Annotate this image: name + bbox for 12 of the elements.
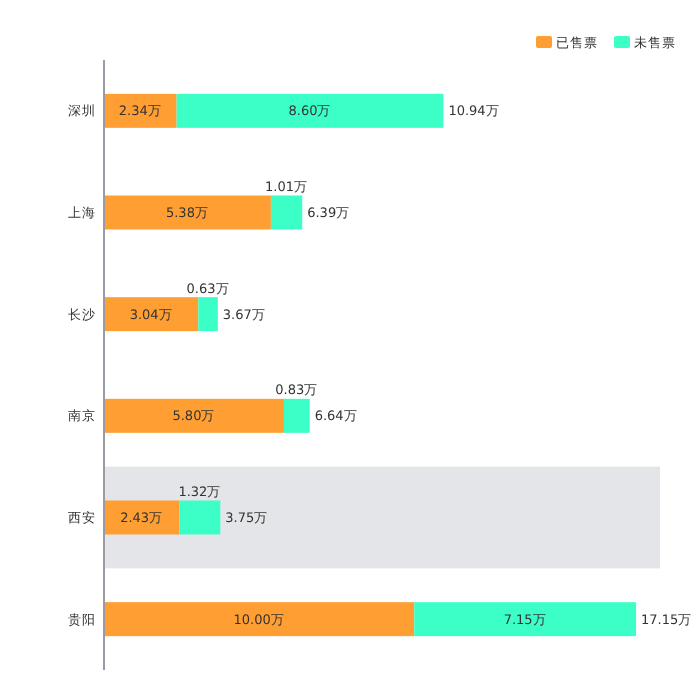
bar xyxy=(283,398,310,433)
bar xyxy=(270,195,303,230)
bar xyxy=(104,93,177,128)
bar xyxy=(198,297,218,332)
bar xyxy=(176,93,444,128)
bar xyxy=(104,297,199,332)
bar xyxy=(104,602,415,637)
bar xyxy=(104,195,271,230)
bar xyxy=(104,398,284,433)
bar xyxy=(414,602,637,637)
bar xyxy=(179,500,221,535)
bar xyxy=(104,500,180,535)
